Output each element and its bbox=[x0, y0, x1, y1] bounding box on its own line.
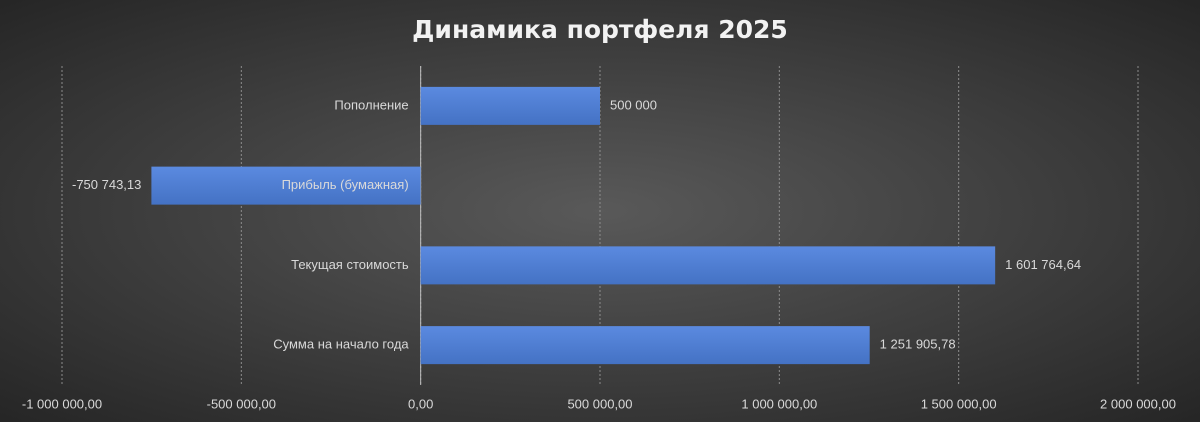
value-label: 1 251 905,78 bbox=[880, 337, 956, 352]
value-label: 500 000 bbox=[610, 97, 657, 112]
x-tick-label: 1 500 000,00 bbox=[921, 396, 997, 411]
x-tick-label: 1 000 000,00 bbox=[741, 396, 817, 411]
x-tick-label: 2 000 000,00 bbox=[1100, 396, 1176, 411]
value-label: -750 743,13 bbox=[72, 177, 141, 192]
x-tick-label: 500 000,00 bbox=[567, 396, 632, 411]
category-label: Пополнение bbox=[334, 97, 408, 112]
bar bbox=[420, 86, 600, 125]
x-tick-label: -500 000,00 bbox=[207, 396, 276, 411]
x-tick-label: 0,00 bbox=[408, 396, 433, 411]
x-tick-label: -1 000 000,00 bbox=[22, 396, 102, 411]
category-label: Текущая стоимость bbox=[291, 257, 409, 272]
category-label: Сумма на начало года bbox=[273, 337, 409, 352]
category-label: Прибыль (бумажная) bbox=[282, 177, 409, 192]
bar bbox=[151, 166, 421, 205]
chart-title: Динамика портфеля 2025 bbox=[412, 15, 788, 44]
bar bbox=[420, 246, 996, 285]
bar bbox=[420, 326, 870, 365]
value-label: 1 601 764,64 bbox=[1005, 257, 1081, 272]
